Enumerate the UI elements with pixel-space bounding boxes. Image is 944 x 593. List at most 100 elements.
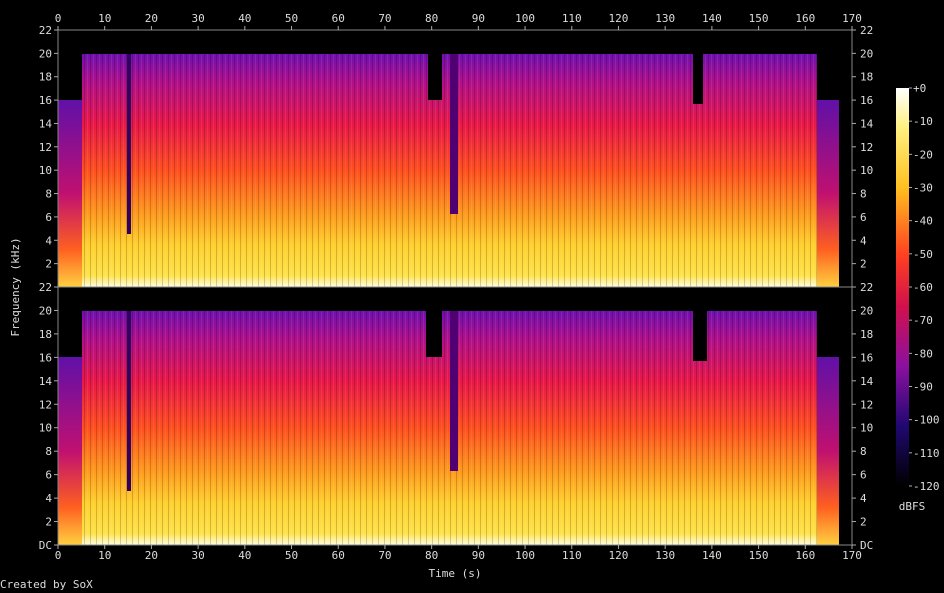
- y-tick-label: 20: [39, 47, 52, 60]
- x-tick-label: 40: [238, 12, 251, 25]
- spectrum-tail: [817, 357, 839, 545]
- colorbar-tick-label: -40: [913, 215, 933, 228]
- colorbar-tick-label: -50: [913, 248, 933, 261]
- y-tick-label: 18: [39, 71, 52, 84]
- spectrum-gap: [428, 54, 442, 100]
- y-tick-label: 2: [45, 516, 52, 529]
- colorbar-tick-label: -110: [913, 447, 940, 460]
- x-tick-label: 60: [332, 12, 345, 25]
- spectrum-texture: [82, 54, 817, 287]
- y-tick-label: 16: [860, 351, 873, 364]
- y-tick-label: 8: [860, 188, 867, 201]
- x-tick-label: 110: [562, 12, 582, 25]
- x-tick-label: 110: [562, 549, 582, 562]
- colorbar-tick-label: -120: [913, 480, 940, 493]
- spectrum-gap: [127, 311, 131, 491]
- spectrum-gap: [693, 311, 707, 361]
- y-tick-label: DC: [860, 539, 873, 552]
- x-tick-label: 150: [749, 12, 769, 25]
- colorbar-tick-label: -30: [913, 182, 933, 195]
- x-tick-label: 130: [655, 12, 675, 25]
- spectrum-gap: [693, 54, 703, 104]
- x-tick-label: 100: [515, 549, 535, 562]
- y-tick-label: 14: [39, 375, 53, 388]
- x-tick-label: 0: [55, 12, 62, 25]
- y-tick-label: 8: [45, 188, 52, 201]
- colorbar-tick-label: -20: [913, 148, 933, 161]
- x-tick-label: 150: [749, 549, 769, 562]
- spectrum-gap: [426, 311, 442, 357]
- x-tick-label: 10: [98, 549, 111, 562]
- y-tick-label: 12: [39, 398, 52, 411]
- y-tick-label: 12: [39, 141, 52, 154]
- x-tick-label: 120: [609, 12, 629, 25]
- x-tick-label: 60: [332, 549, 345, 562]
- colorbar-tick-label: -60: [913, 281, 933, 294]
- y-tick-label: 14: [860, 375, 874, 388]
- y-tick-label: 10: [39, 164, 52, 177]
- y-tick-label: 2: [45, 258, 52, 271]
- y-tick-label: 14: [39, 117, 53, 130]
- colorbar-tick-label: -100: [913, 414, 940, 427]
- y-tick-label: DC: [39, 539, 52, 552]
- x-tick-label: 90: [472, 12, 485, 25]
- y-tick-label: 22: [39, 281, 52, 294]
- spectrum-gap: [127, 54, 131, 234]
- y-tick-label: 10: [860, 422, 873, 435]
- colorbar-tick-label: -10: [913, 115, 933, 128]
- y-tick-label: 8: [45, 445, 52, 458]
- y-tick-label: 18: [860, 328, 873, 341]
- x-tick-label: 0: [55, 549, 62, 562]
- x-tick-label: 170: [842, 12, 862, 25]
- y-tick-label: 22: [39, 24, 52, 37]
- spectrum-lead: [58, 357, 83, 545]
- colorbar-label: dBFS: [899, 500, 926, 513]
- spectrum-gap: [450, 54, 458, 214]
- x-tick-label: 20: [145, 549, 158, 562]
- y-tick-label: 22: [860, 24, 873, 37]
- y-tick-label: 18: [39, 328, 52, 341]
- colorbar-tick-label: +0: [913, 82, 926, 95]
- y-tick-label: 4: [860, 234, 867, 247]
- x-tick-label: 100: [515, 12, 535, 25]
- y-tick-label: 16: [860, 94, 873, 107]
- x-tick-label: 70: [378, 549, 391, 562]
- y-tick-label: 4: [860, 492, 867, 505]
- y-tick-label: 16: [39, 351, 52, 364]
- x-tick-label: 20: [145, 12, 158, 25]
- x-tick-label: 70: [378, 12, 391, 25]
- x-tick-label: 130: [655, 549, 675, 562]
- x-tick-label: 140: [702, 549, 722, 562]
- y-tick-label: 16: [39, 94, 52, 107]
- y-tick-label: 6: [860, 469, 867, 482]
- colorbar-tick-label: -90: [913, 381, 933, 394]
- x-tick-label: 10: [98, 12, 111, 25]
- y-tick-label: 6: [45, 469, 52, 482]
- y-tick-label: 12: [860, 141, 873, 154]
- y-tick-label: 22: [860, 281, 873, 294]
- x-tick-label: 30: [191, 549, 204, 562]
- x-tick-label: 160: [795, 549, 815, 562]
- y-tick-label: 12: [860, 398, 873, 411]
- x-tick-label: 120: [609, 549, 629, 562]
- y-tick-label: 10: [39, 422, 52, 435]
- y-tick-label: 20: [39, 304, 52, 317]
- y-tick-label: 4: [45, 234, 52, 247]
- spectrum-tail: [817, 100, 839, 287]
- y-tick-label: 4: [45, 492, 52, 505]
- y-tick-label: 18: [860, 71, 873, 84]
- x-tick-label: 90: [472, 549, 485, 562]
- x-tick-label: 170: [842, 549, 862, 562]
- y-tick-label: 2: [860, 516, 867, 529]
- y-tick-label: 8: [860, 445, 867, 458]
- colorbar-tick-label: -80: [913, 347, 933, 360]
- credit: Created by SoX: [0, 578, 93, 591]
- x-tick-label: 80: [425, 549, 438, 562]
- y-tick-label: 6: [860, 211, 867, 224]
- y-tick-label: 20: [860, 47, 873, 60]
- y-axis-label: Frequency (kHz): [9, 237, 22, 336]
- x-tick-label: 80: [425, 12, 438, 25]
- y-tick-label: 2: [860, 258, 867, 271]
- spectrogram-panels: [57, 29, 853, 546]
